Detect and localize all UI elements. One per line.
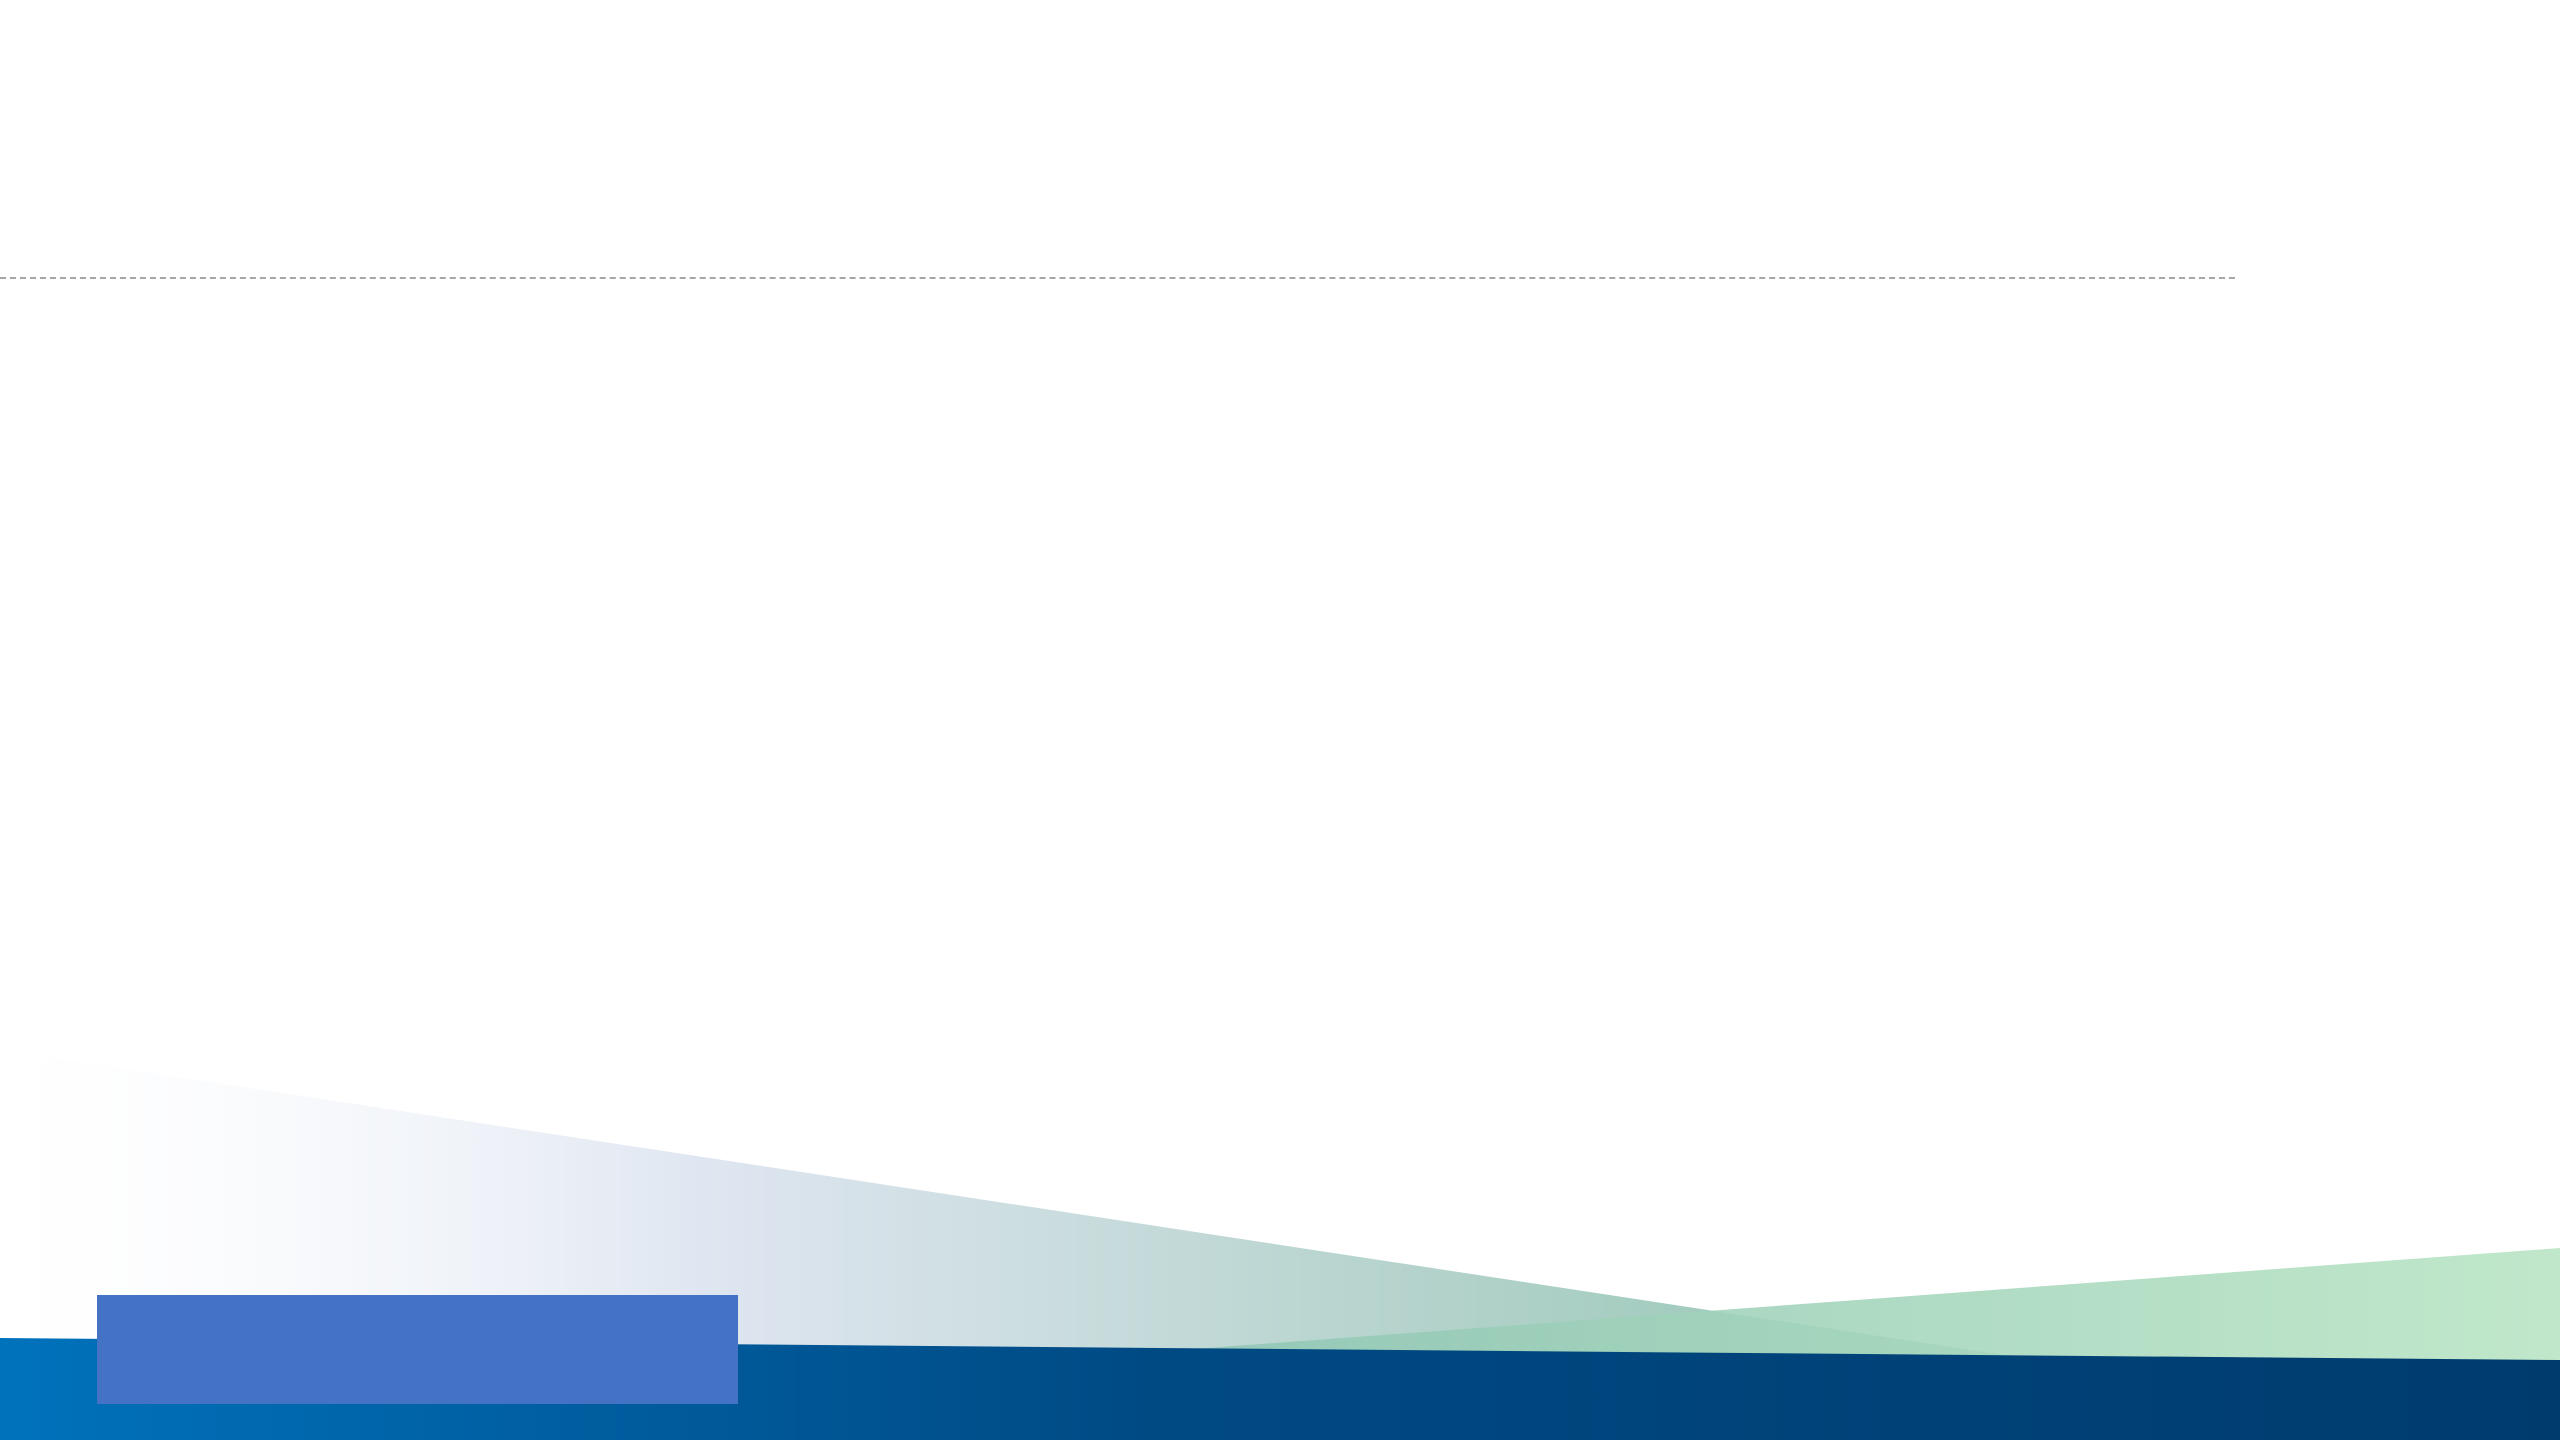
blue-wedge-shape [0,1050,2010,1356]
title-divider [0,277,2235,279]
green-wedge-shape [1180,1248,2560,1362]
footer-label-box[interactable] [97,1295,738,1404]
